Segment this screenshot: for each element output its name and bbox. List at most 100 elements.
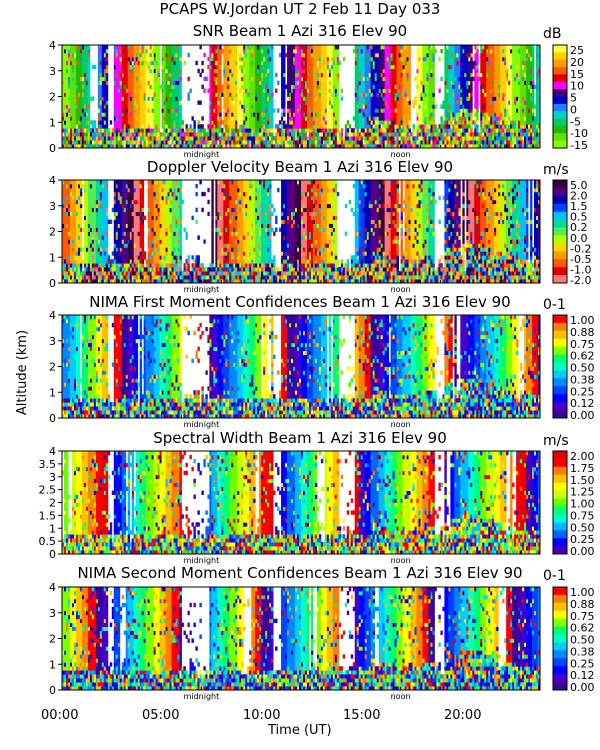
heatmap-cell	[106, 57, 108, 61]
heatmap-cell	[158, 108, 160, 112]
heatmap-cell	[193, 120, 195, 124]
heatmap-cell	[106, 53, 108, 57]
heatmap-cell	[195, 61, 197, 65]
heatmap-cell	[180, 49, 182, 53]
heatmap-cell	[158, 77, 160, 81]
heatmap-cell	[158, 69, 160, 73]
heatmap-cell	[158, 124, 160, 128]
heatmap-cell	[106, 100, 108, 104]
heatmap-cell	[180, 104, 182, 108]
heatmap-cell	[88, 57, 90, 61]
heatmap-cell	[199, 73, 201, 77]
heatmap-cell	[110, 120, 112, 124]
heatmap-cell	[106, 108, 108, 112]
heatmap-cell	[158, 89, 160, 93]
heatmap-cell	[205, 77, 207, 81]
heatmap-cell	[88, 85, 90, 89]
heatmap-cell	[88, 89, 90, 93]
heatmap-cell	[158, 53, 160, 57]
heatmap-cell	[182, 124, 184, 128]
heatmap-cell	[88, 45, 90, 49]
heatmap-cell	[158, 81, 160, 85]
heatmap-cell	[199, 45, 201, 49]
heatmap-cell	[180, 73, 182, 77]
heatmap-cell	[106, 85, 108, 89]
heatmap-cell	[158, 100, 160, 104]
heatmap-cell	[88, 61, 90, 65]
heatmap-cell	[88, 100, 90, 104]
heatmap-cell	[106, 45, 108, 49]
heatmap-cell	[106, 124, 108, 128]
heatmap-cell	[180, 57, 182, 61]
heatmap-cell	[180, 53, 182, 57]
heatmap-cell	[88, 73, 90, 77]
heatmap-cell	[197, 69, 199, 73]
heatmap-cell	[180, 108, 182, 112]
heatmap-cell	[106, 61, 108, 65]
heatmap-cell	[158, 104, 160, 108]
heatmap-cell	[88, 77, 90, 81]
heatmap-cell	[180, 45, 182, 49]
heatmap-cell	[201, 124, 203, 128]
heatmap-cell	[199, 100, 201, 104]
heatmap-cell	[180, 81, 182, 85]
heatmap-cell	[158, 97, 160, 101]
heatmap-cell	[201, 61, 203, 65]
heatmap-cell	[185, 124, 187, 128]
heatmap-cell	[94, 65, 96, 69]
heatmap-cell	[180, 65, 182, 69]
heatmap-cell	[94, 124, 96, 128]
heatmap-cell	[187, 77, 189, 81]
heatmap-cell	[180, 61, 182, 65]
heatmap-cell	[203, 89, 205, 93]
heatmap-cell	[187, 93, 189, 97]
heatmap-cell	[183, 61, 185, 65]
heatmap-cell	[197, 120, 199, 124]
heatmap-cell	[180, 69, 182, 73]
heatmap-cell	[187, 53, 189, 57]
heatmap-cell	[106, 77, 108, 81]
heatmap-cell	[191, 116, 193, 120]
heatmap-cell	[180, 89, 182, 93]
heatmap-cell	[94, 120, 96, 124]
heatmap-cell	[158, 93, 160, 97]
heatmap-cell	[106, 120, 108, 124]
heatmap-cell	[88, 116, 90, 120]
heatmap-cell	[88, 81, 90, 85]
heatmap-cell	[182, 128, 184, 132]
heatmap-cell	[189, 89, 191, 93]
heatmap-cell	[106, 69, 108, 73]
heatmap-cell	[88, 93, 90, 97]
heatmap-cell	[189, 124, 191, 128]
heatmap-cell	[158, 49, 160, 53]
panel-1: 01234midnight noon2520151050-5-10-15	[49, 39, 588, 159]
heatmap-cell	[158, 73, 160, 77]
heatmap-cell	[106, 104, 108, 108]
heatmap-cell	[203, 128, 205, 132]
heatmap-cell	[158, 128, 160, 132]
heatmap-cell	[158, 65, 160, 69]
heatmap-cell	[92, 97, 94, 101]
heatmap-cells	[62, 45, 540, 148]
heatmap-cell	[88, 124, 90, 128]
heatmap-cell	[88, 49, 90, 53]
heatmap-cell	[180, 93, 182, 97]
heatmap-cell	[180, 116, 182, 120]
heatmap-cell	[88, 104, 90, 108]
heatmap-cell	[180, 100, 182, 104]
heatmap-cell	[180, 97, 182, 101]
heatmap-cell	[180, 112, 182, 116]
heatmap-cell	[88, 65, 90, 69]
heatmap-cell	[158, 116, 160, 120]
heatmap-cell	[158, 61, 160, 65]
heatmap-cell	[106, 65, 108, 69]
heatmap-cell	[106, 73, 108, 77]
heatmap-cell	[108, 128, 110, 132]
heatmap-cell	[88, 69, 90, 73]
heatmap-cell	[201, 69, 203, 73]
heatmap-cell	[88, 112, 90, 116]
heatmap-cell	[193, 128, 195, 132]
heatmap-cell	[158, 112, 160, 116]
heatmap-cell	[106, 89, 108, 93]
heatmap-cell	[180, 85, 182, 89]
